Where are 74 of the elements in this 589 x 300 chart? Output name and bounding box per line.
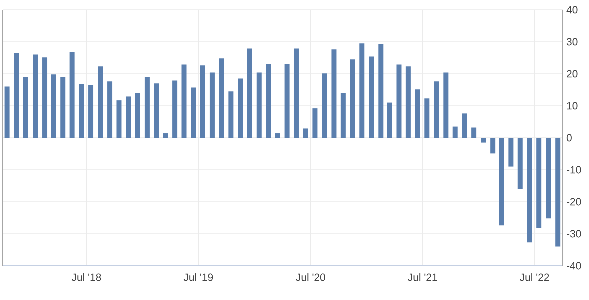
bar (304, 128, 309, 138)
y-tick-label: 10 (567, 102, 578, 110)
bar (332, 50, 337, 138)
bar (322, 74, 328, 138)
bar (340, 94, 346, 138)
bar (518, 138, 523, 190)
bar (415, 90, 420, 138)
bar (369, 56, 374, 138)
bar (4, 86, 10, 138)
bar (154, 84, 160, 138)
y-tick-label: -30 (566, 230, 582, 238)
bar (378, 44, 384, 138)
x-tick-label: Jul '18 (72, 274, 102, 282)
bar (247, 48, 252, 138)
bar (98, 66, 104, 138)
bar (536, 138, 542, 229)
x-tick-label: Jul '20 (296, 274, 326, 282)
bar (350, 60, 356, 138)
bar (387, 102, 392, 138)
bar (144, 78, 150, 138)
bar (238, 78, 244, 138)
y-tick-label: -10 (566, 166, 582, 174)
y-tick-label: 30 (566, 38, 578, 46)
bar (452, 126, 458, 138)
bar (79, 84, 84, 138)
bar (472, 128, 477, 138)
bar (396, 64, 402, 138)
bar (527, 138, 532, 243)
x-tick-label: Jul '19 (184, 274, 214, 282)
bar (135, 94, 140, 138)
y-tick-label: -40 (566, 262, 582, 270)
bar (60, 78, 66, 138)
bar (33, 54, 38, 138)
bar (51, 74, 56, 138)
bar (462, 114, 468, 138)
y-tick-label: 0 (566, 134, 572, 142)
bar (444, 72, 449, 138)
bar (88, 86, 94, 138)
x-tick-label: Jul '21 (408, 274, 438, 282)
bar (434, 82, 440, 138)
bar (406, 66, 411, 138)
bar (556, 138, 561, 247)
bar (508, 138, 514, 167)
bar (481, 138, 486, 143)
bar (490, 138, 496, 154)
bar (126, 96, 132, 138)
bar (219, 58, 224, 138)
bar (163, 134, 168, 138)
bar (116, 100, 122, 138)
bar (256, 72, 262, 138)
bar (499, 138, 504, 226)
bar (24, 78, 28, 138)
bar (14, 54, 20, 138)
bar (228, 92, 234, 138)
bar (182, 64, 187, 138)
bar (266, 64, 272, 138)
x-tick-label: Jul '22 (520, 274, 550, 282)
bar (210, 72, 215, 138)
bar (546, 138, 552, 219)
bar (275, 134, 280, 138)
bar (42, 58, 48, 138)
bar (360, 44, 365, 138)
bar (200, 66, 206, 138)
bar (294, 48, 299, 138)
bar (312, 108, 318, 138)
y-tick-label: 40 (566, 6, 578, 14)
bar (424, 98, 430, 138)
bar (172, 80, 178, 138)
bar (108, 82, 113, 138)
bar (191, 88, 196, 138)
bar (284, 64, 290, 138)
y-tick-label: -20 (566, 198, 582, 206)
bar (70, 52, 75, 138)
y-tick-label: 20 (567, 70, 578, 78)
